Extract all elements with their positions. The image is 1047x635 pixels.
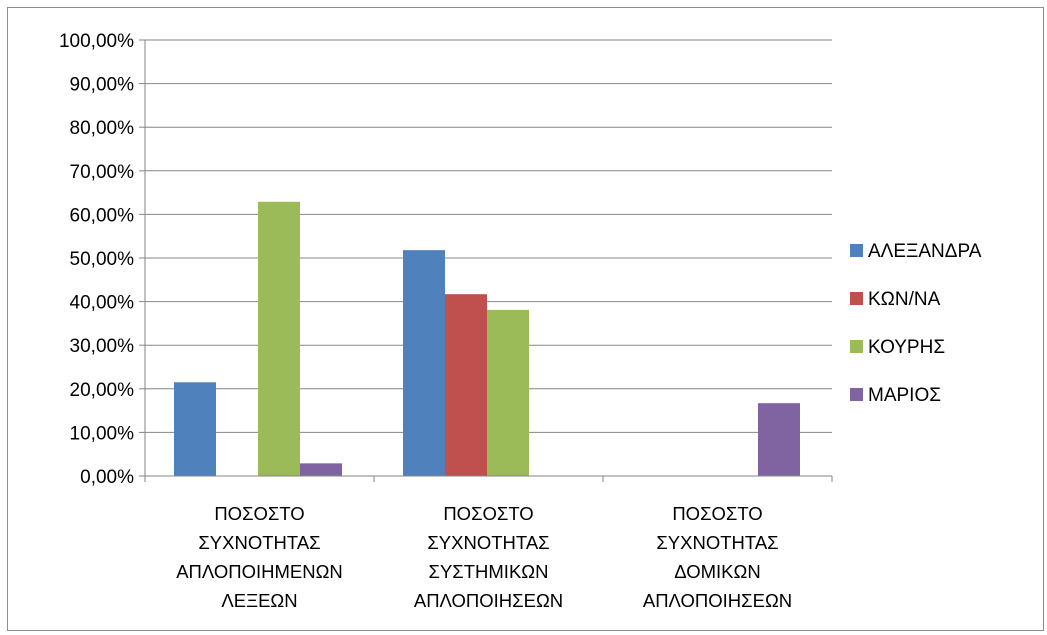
legend-label: ΚΟΥΡΗΣ (868, 337, 945, 358)
y-tick-label: 20,00% (70, 380, 135, 401)
bar (445, 294, 487, 476)
bar (758, 403, 800, 476)
legend: ΑΛΕΞΑΝΔΡΑ ΚΩΝ/ΝΑ ΚΟΥΡΗΣ ΜΑΡΙΟΣ (850, 241, 982, 406)
legend-label: ΑΛΕΞΑΝΔΡΑ (868, 241, 982, 262)
y-tick-label: 0,00% (80, 467, 134, 488)
bar (403, 250, 445, 476)
y-tick-label: 100,00% (59, 31, 134, 52)
y-tick-label: 80,00% (70, 118, 135, 139)
y-tick-label: 10,00% (70, 423, 135, 444)
bar (258, 201, 300, 477)
legend-swatch (850, 292, 863, 305)
legend-label: ΜΑΡΙΟΣ (868, 385, 941, 406)
bar (174, 382, 216, 476)
bar (487, 309, 529, 476)
y-axis: 0,00% 10,00% 20,00% 30,00% 40,00% 50,00% 60,00… (59, 31, 146, 488)
y-tick-label: 40,00% (70, 293, 135, 314)
y-tick-label: 70,00% (70, 162, 135, 183)
legend-swatch (850, 340, 863, 353)
bar (300, 463, 342, 476)
legend-swatch (850, 388, 863, 401)
legend-swatch (850, 244, 863, 257)
y-tick-label: 60,00% (70, 205, 135, 226)
bars (174, 201, 800, 477)
x-category-label: ΠΟΣΟΣΤΟ ΣΥΧΝΟΤΗΤΑΣ ΣΥΣΤΗΜΙΚΩΝ ΑΠΛΟΠΟΙΗΣΕΩΝ (414, 503, 563, 611)
x-category-label: ΠΟΣΟΣΤΟ ΣΥΧΝΟΤΗΤΑΣ ΑΠΛΟΠΟΙΗΜΕΝΩΝ ΛΕΞΕΩΝ (176, 503, 343, 611)
y-tick-label: 50,00% (70, 249, 135, 270)
legend-label: ΚΩΝ/ΝΑ (868, 289, 941, 310)
y-tick-label: 90,00% (70, 75, 135, 96)
x-axis: ΠΟΣΟΣΤΟ ΣΥΧΝΟΤΗΤΑΣ ΑΠΛΟΠΟΙΗΜΕΝΩΝ ΛΕΞΕΩΝ ΠΟΣΟ… (144, 475, 833, 611)
y-tick-label: 30,00% (70, 336, 135, 357)
x-category-label: ΠΟΣΟΣΤΟ ΣΥΧΝΟΤΗΤΑΣ ΔΟΜΙΚΩΝ ΑΠΛΟΠΟΙΗΣΕΩΝ (643, 503, 792, 611)
